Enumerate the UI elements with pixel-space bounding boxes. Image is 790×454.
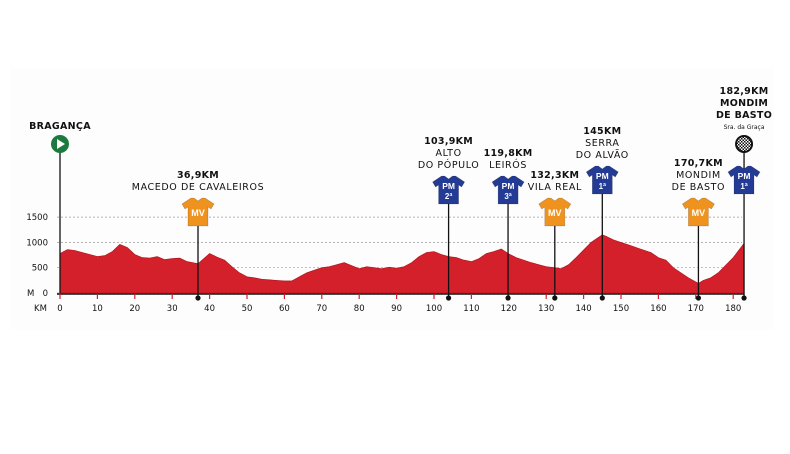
marker-dot [195,295,201,301]
y-tick-label: 500 [32,264,48,274]
marker-sub-label: Sra. da Graça [724,124,765,131]
x-tick-label: 130 [538,304,554,314]
marker-dot [741,295,747,301]
jersey-icon [681,197,715,227]
marker-name-label: LEIRÓS [489,159,527,171]
jersey-label: PM [442,181,455,191]
marker-name-label: MONDIM [676,170,721,181]
marker-km-label: 103,9KM [424,136,473,147]
x-tick-label: 90 [391,304,402,314]
y-tick-label: 1000 [26,238,48,248]
jersey-label: MV [692,208,706,218]
x-tick-label: 10 [92,304,103,314]
x-tick-label: 30 [167,304,178,314]
jersey-icon [585,165,619,195]
marker-dot [505,295,511,301]
x-axis: 0 10 20 30 40 50 60 70 80 90 100 110 120 130 140 150 160… [34,293,745,314]
jersey-category: 2ª [445,192,452,201]
marker-name-label: MACEDO DE CAVALEIROS [132,182,264,193]
marker-km-label: 132,3KM [530,170,579,181]
x-tick-label: 110 [463,304,479,314]
marker-km-label: 182,9KM [720,86,769,97]
x-tick-label: 100 [426,304,442,314]
y-tick-label: 1500 [26,213,48,223]
x-tick-label: 140 [575,304,591,314]
marker-km-label: 119,8KM [484,148,533,159]
jersey-category: 1ª [599,182,606,191]
jersey-icon [181,197,215,227]
marker-name-label: SERRA [585,138,619,149]
jersey-category: 1ª [740,182,747,191]
x-tick-label: 80 [354,304,365,314]
x-axis-unit-label: KM [34,304,47,314]
jersey-label: MV [548,208,562,218]
y-axis: 1500 1000 500 0M [26,213,48,299]
x-tick-label: 50 [242,304,253,314]
x-tick-label: 0 [57,304,62,314]
marker-name-label: DE BASTO [672,182,725,193]
start-name-label: BRAGANÇA [29,121,91,132]
x-tick-label: 20 [129,304,140,314]
jersey-category: 3ª [504,192,511,201]
marker-name-label: DE BASTO [716,110,772,121]
x-tick-label: 120 [501,304,517,314]
y-axis-unit-label: M [27,289,34,299]
start-marker: BRAGANÇA [29,121,91,293]
jersey-label: PM [596,171,609,181]
x-tick-label: 170 [688,304,704,314]
jersey-icon [491,175,525,205]
x-tick-label: 180 [725,304,741,314]
marker-name-label: MONDIM [720,98,768,109]
jersey-icon [432,175,466,205]
jersey-label: MV [191,208,205,218]
marker-km-label: 145KM [583,126,621,137]
jersey-label: PM [502,181,515,191]
jersey-icon [727,165,761,195]
marker-name-label: ALTO [436,148,462,159]
jersey-icon [538,197,572,227]
marker-km-label: 170,7KM [674,158,723,169]
x-tick-label: 70 [316,304,327,314]
x-tick-label: 60 [279,304,290,314]
marker-name-label: DO ALVÃO [576,150,629,161]
finish-flag-icon [737,137,752,151]
marker-km-label: 36,9KM [177,170,219,181]
marker-dot [695,295,702,301]
y-tick-label: 0 [43,289,48,299]
elevation-profile [59,234,745,294]
marker-dot [599,295,605,301]
x-tick-label: 40 [204,304,215,314]
marker-dot [552,295,558,301]
marker-name-label: DO PÓPULO [418,159,480,171]
jersey-label: PM [738,171,751,181]
play-icon [57,139,65,149]
marker-name-label: VILA REAL [528,182,582,193]
marker-dot [445,295,452,301]
x-tick-label: 160 [650,304,666,314]
x-tick-label: 150 [613,304,629,314]
